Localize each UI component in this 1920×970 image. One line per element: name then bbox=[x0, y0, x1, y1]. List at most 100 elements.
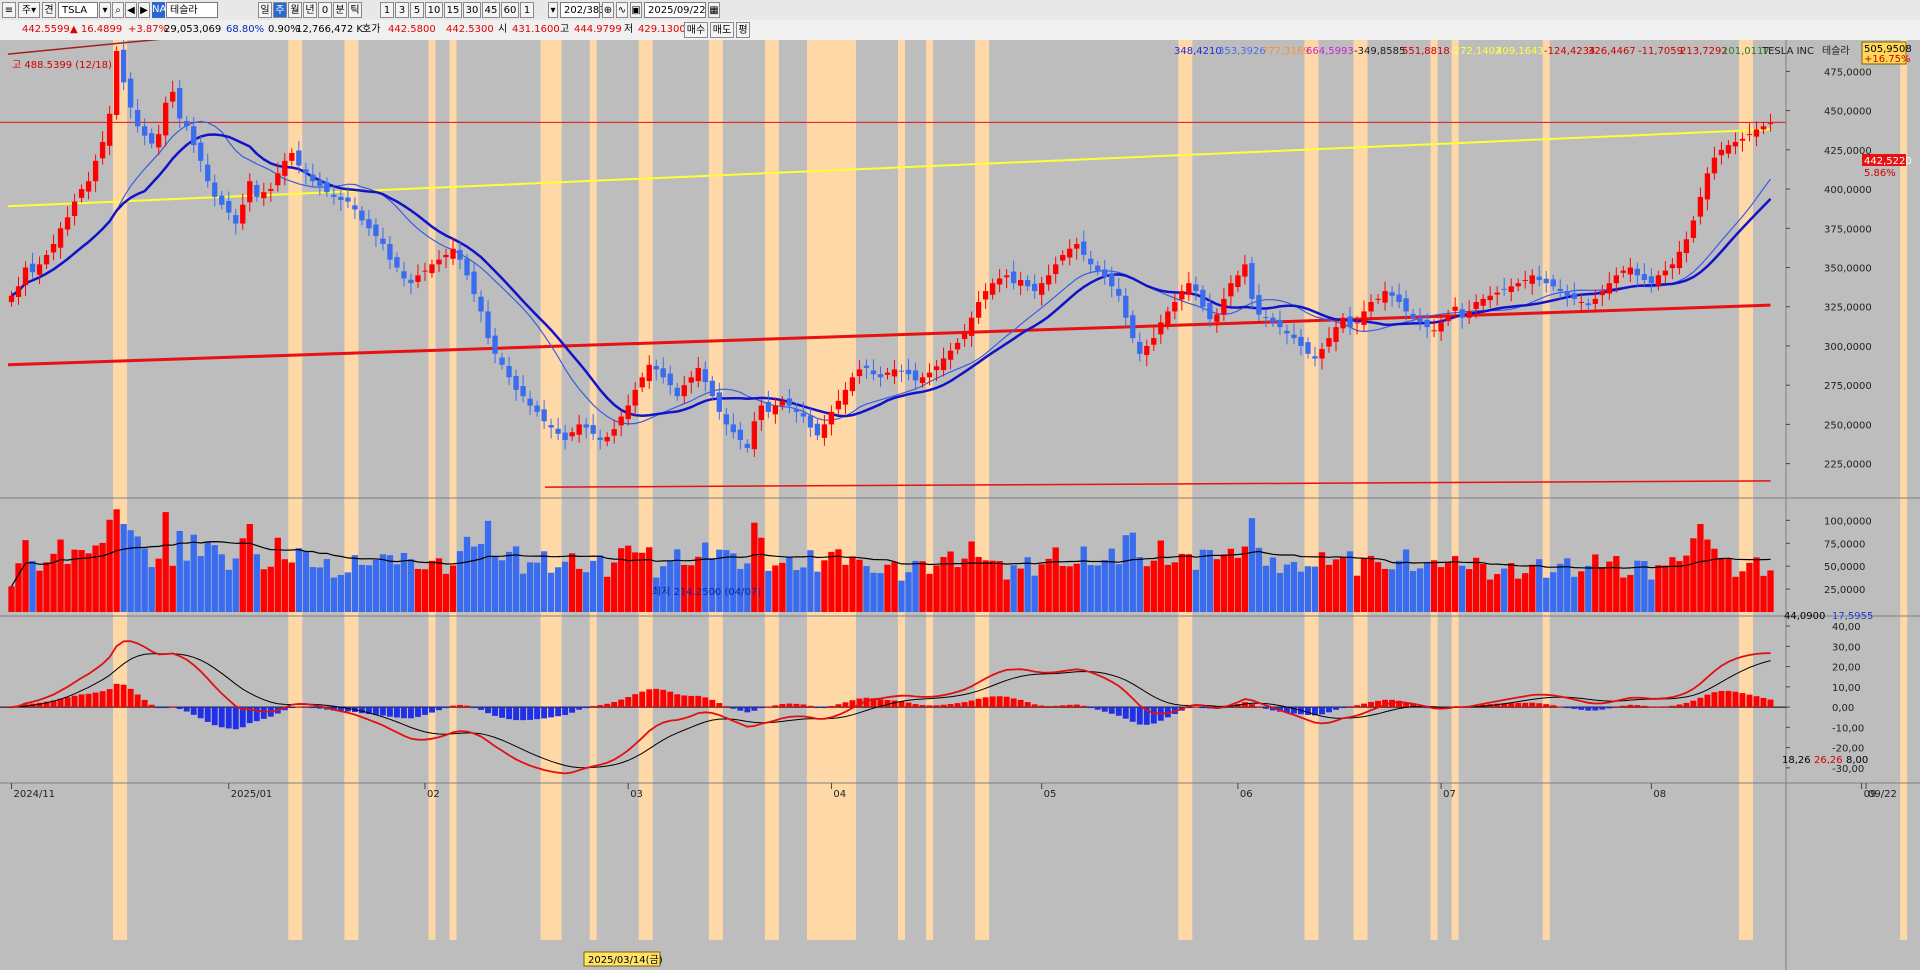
macd-histogram-bar bbox=[1087, 707, 1094, 709]
period-button-4[interactable]: 0 bbox=[318, 2, 332, 18]
volume-bar bbox=[57, 539, 64, 612]
period-button-0[interactable]: 일 bbox=[258, 2, 272, 18]
macd-histogram-bar bbox=[288, 707, 295, 709]
eval-button[interactable]: 평 bbox=[736, 22, 750, 38]
interval-button-0[interactable]: 1 bbox=[380, 2, 394, 18]
candle-body bbox=[898, 370, 905, 372]
chart-type-icon[interactable]: ∿ bbox=[616, 2, 628, 18]
volume-bar bbox=[1746, 562, 1753, 612]
zoom-icon[interactable]: ⊕ bbox=[602, 2, 614, 18]
interval-button-4[interactable]: 15 bbox=[444, 2, 462, 18]
volume-bar bbox=[29, 561, 36, 612]
macd-histogram-bar bbox=[464, 705, 470, 708]
ma8-value: 409,1643 bbox=[1496, 46, 1544, 57]
candle-body bbox=[212, 182, 218, 197]
macd-histogram-bar bbox=[583, 707, 590, 709]
macd-histogram-bar bbox=[1739, 693, 1746, 708]
candle-body bbox=[1053, 264, 1059, 275]
candle-body bbox=[905, 369, 912, 375]
chart-svg[interactable]: 475,0000 450,0000 425,0000 400,0000 375,0000… bbox=[0, 40, 1920, 970]
candle-body bbox=[716, 392, 722, 412]
candle-body bbox=[590, 425, 596, 434]
candle-body bbox=[1067, 248, 1073, 258]
volume-bar bbox=[358, 564, 366, 612]
volume-bar bbox=[155, 558, 162, 612]
volume-bar bbox=[1213, 559, 1221, 612]
period-button-6[interactable]: 틱 bbox=[348, 2, 362, 18]
chart-area[interactable]: 475,0000 450,0000 425,0000 400,0000 375,0000… bbox=[0, 40, 1920, 970]
trend-lines bbox=[7, 40, 1771, 488]
candle-body bbox=[1137, 341, 1143, 354]
date-tick-label: 08 bbox=[1653, 789, 1666, 800]
type-select[interactable]: 주▾ bbox=[18, 2, 40, 18]
volume-bar bbox=[912, 560, 919, 612]
candle-body bbox=[1767, 123, 1774, 125]
volume-bar bbox=[239, 538, 246, 612]
volume-bar bbox=[1718, 557, 1725, 612]
volume-bar bbox=[302, 551, 309, 612]
candle-body bbox=[779, 400, 786, 406]
next-icon[interactable]: ▶ bbox=[138, 2, 150, 18]
macd-histogram-bar bbox=[379, 707, 386, 716]
interval-button-6[interactable]: 45 bbox=[482, 2, 500, 18]
date-tick-label: 02 bbox=[427, 789, 440, 800]
search-icon[interactable]: ⌕ bbox=[112, 2, 124, 18]
price-tick-label: 300,0000 bbox=[1824, 342, 1872, 353]
ma-thin-line bbox=[11, 120, 1771, 425]
candle-body bbox=[282, 160, 288, 176]
candle-body bbox=[99, 141, 106, 159]
stock-name-field[interactable]: 테슬라 bbox=[166, 2, 218, 18]
volume-bar bbox=[618, 548, 625, 612]
interval-button-5[interactable]: 30 bbox=[463, 2, 481, 18]
macd-histogram-bar bbox=[898, 701, 905, 708]
macd-histogram-bar bbox=[849, 700, 856, 708]
candle-body bbox=[1585, 303, 1591, 306]
macd-histogram-bar bbox=[92, 692, 99, 708]
macd-histogram-bar bbox=[1606, 707, 1613, 709]
symbol-input[interactable]: TSLA bbox=[58, 2, 98, 18]
volume-bar bbox=[1704, 539, 1711, 612]
market-select[interactable]: 견 bbox=[42, 2, 56, 18]
candle-body bbox=[1298, 336, 1304, 346]
period-button-5[interactable]: 분 bbox=[333, 2, 347, 18]
macd-histogram-bar bbox=[1094, 707, 1101, 710]
candle-body bbox=[359, 210, 365, 221]
interval-dropdown-icon[interactable]: ▾ bbox=[548, 2, 558, 18]
volume-bar bbox=[688, 565, 695, 612]
candle-body bbox=[1438, 322, 1444, 332]
interval-button-7[interactable]: 60 bbox=[501, 2, 519, 18]
buy-button[interactable]: 매수 bbox=[684, 22, 708, 38]
menu-icon[interactable]: ≡ bbox=[2, 2, 16, 18]
macd-histogram-bar bbox=[933, 705, 940, 708]
calendar-icon[interactable]: ▦ bbox=[708, 2, 720, 18]
macd-histogram-bar bbox=[253, 707, 260, 722]
macd-histogram-bar bbox=[1129, 707, 1136, 722]
candle-body bbox=[134, 109, 141, 127]
period-button-2[interactable]: 월 bbox=[288, 2, 302, 18]
macd-histogram-bar bbox=[57, 698, 64, 708]
interval-button-3[interactable]: 10 bbox=[425, 2, 443, 18]
prev-icon[interactable]: ◀ bbox=[125, 2, 137, 18]
volume-bar bbox=[1241, 546, 1249, 612]
period-button-1[interactable]: 주 bbox=[273, 2, 287, 18]
candle-body bbox=[1627, 267, 1634, 275]
interval-button-8[interactable]: 1 bbox=[520, 2, 534, 18]
symbol-dropdown-icon[interactable]: ▾ bbox=[99, 2, 111, 18]
macd-histogram-bar bbox=[1578, 707, 1585, 710]
macd-histogram-bar bbox=[1676, 704, 1683, 708]
high-price: 444.9799 bbox=[574, 24, 622, 35]
count-field[interactable]: 202/3832 bbox=[560, 2, 612, 18]
candle-body bbox=[513, 376, 519, 390]
save-icon[interactable]: ▣ bbox=[630, 2, 642, 18]
candle-body bbox=[8, 295, 15, 303]
macd-histogram-bar bbox=[1690, 700, 1697, 708]
macd-histogram-bar bbox=[1319, 707, 1325, 715]
interval-button-1[interactable]: 3 bbox=[395, 2, 409, 18]
sell-button[interactable]: 매도 bbox=[710, 22, 734, 38]
period-button-3[interactable]: 년 bbox=[303, 2, 317, 18]
macd-histogram-bar bbox=[1753, 696, 1760, 708]
macd-histogram-bar bbox=[85, 693, 92, 708]
date-field[interactable]: 2025/09/22 bbox=[644, 2, 706, 18]
interval-button-2[interactable]: 5 bbox=[410, 2, 424, 18]
macd-histogram-bar bbox=[793, 703, 800, 708]
